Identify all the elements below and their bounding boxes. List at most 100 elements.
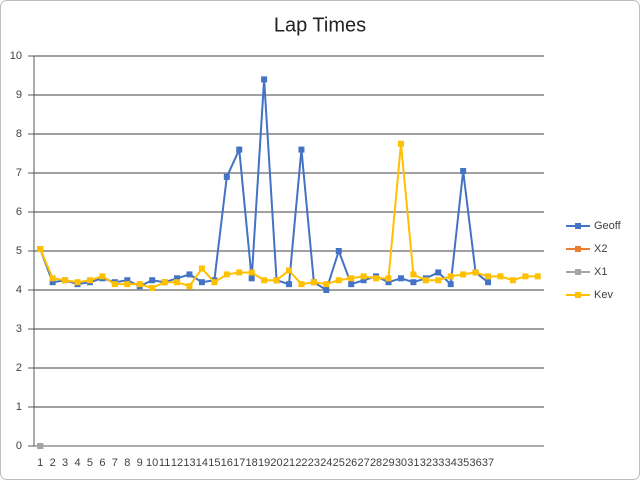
point-marker [37,443,44,449]
x-tick-label: 3 [62,457,68,469]
x-tick-label: 20 [270,457,282,469]
point-marker [86,277,93,284]
x-tick-label: 27 [358,457,370,469]
x-tick-label: 7 [112,457,118,469]
point-marker [186,271,193,278]
point-marker [385,279,392,286]
point-marker [161,279,168,286]
point-marker [435,269,442,276]
point-marker [62,277,69,284]
y-tick-label: 1 [16,401,22,413]
point-marker [397,275,404,282]
point-marker [124,277,131,284]
point-marker [310,279,317,286]
x-tick-label: 30 [395,457,407,469]
point-marker [497,273,504,280]
x-tick-label: 23 [308,457,320,469]
point-marker [186,283,193,290]
x-tick-label: 4 [74,457,80,469]
point-marker [273,277,280,284]
point-marker [348,275,355,282]
point-marker [410,271,417,278]
point-marker [435,277,442,284]
y-tick-label: 2 [16,362,22,374]
point-marker [261,76,268,83]
y-tick-label: 8 [16,128,22,140]
point-marker [99,273,106,280]
x-tick-label: 35 [457,457,469,469]
point-marker [397,140,404,147]
point-marker [248,275,255,282]
point-marker [223,173,230,180]
x-tick-label: 9 [137,457,143,469]
point-marker [348,281,355,288]
point-marker [236,146,243,153]
legend-label: X1 [594,266,607,278]
x-tick-label: 11 [159,457,170,469]
x-tick-label: 32 [420,457,432,469]
x-tick-label: 17 [233,457,245,469]
y-tick-label: 5 [16,245,22,257]
x-tick-label: 1 [37,457,43,469]
point-marker [298,281,305,288]
point-marker [460,271,467,278]
legend-marker [575,246,581,252]
point-marker [286,267,292,274]
point-marker [248,269,255,276]
x-tick-label: 19 [258,457,270,469]
point-marker [74,279,81,286]
point-marker [373,275,380,282]
point-marker [49,275,56,282]
y-tick-label: 10 [10,50,22,62]
x-tick-label: 2 [50,457,56,469]
point-marker [360,277,367,284]
legend-label: Kev [594,289,613,301]
point-marker [111,281,118,288]
point-marker [261,277,268,284]
y-tick-label: 6 [16,206,22,218]
x-tick-label: 24 [320,457,332,469]
legend-marker [575,269,581,275]
point-marker [174,279,181,286]
x-tick-label: 37 [482,457,494,469]
x-tick-label: 5 [87,457,93,469]
x-tick-label: 33 [432,457,444,469]
point-marker [298,146,305,153]
point-marker [335,277,342,284]
point-marker [335,248,342,254]
point-marker [124,281,131,288]
legend-label: X2 [594,243,607,255]
point-marker [534,273,541,280]
legend-label: Geoff [594,220,622,232]
point-marker [286,281,292,288]
point-marker [522,273,529,280]
x-tick-label: 31 [407,457,419,469]
x-tick-label: 22 [295,457,307,469]
point-marker [472,269,479,276]
x-tick-label: 8 [124,457,130,469]
point-marker [49,279,56,286]
point-marker [149,277,156,284]
point-marker [198,279,205,286]
point-marker [360,273,367,280]
point-marker [460,168,467,175]
x-tick-label: 15 [208,457,220,469]
x-tick-label: 16 [221,457,233,469]
point-marker [37,246,44,253]
x-tick-label: 18 [246,457,258,469]
chart-title: Lap Times [274,14,366,36]
x-tick-label: 28 [370,457,382,469]
y-tick-label: 9 [16,89,22,101]
x-tick-label: 10 [146,457,158,469]
x-tick-label: 21 [283,457,295,469]
point-marker [410,279,417,286]
x-tick-label: 29 [382,457,394,469]
legend-marker [575,292,581,298]
point-marker [198,265,205,272]
x-tick-label: 14 [196,457,208,469]
x-tick-label: 12 [171,457,183,469]
y-tick-label: 4 [16,284,22,296]
